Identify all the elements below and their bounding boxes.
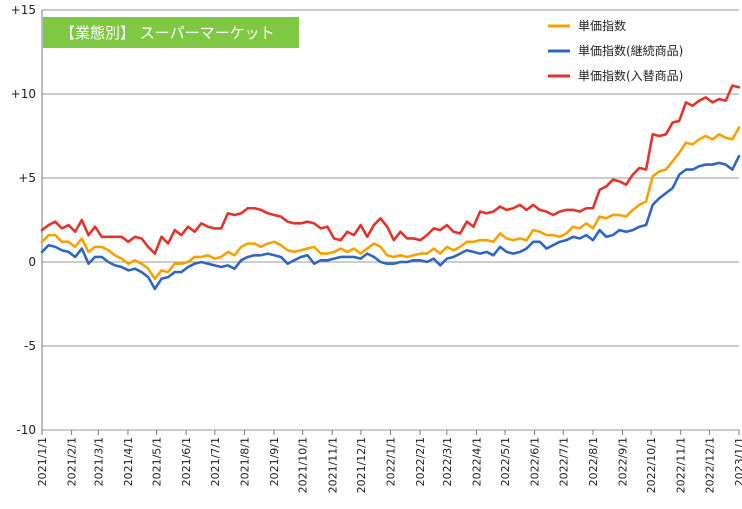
x-tick-label: 2021/8/1 xyxy=(238,437,251,486)
x-tick-label: 2021/2/1 xyxy=(66,437,79,486)
y-tick-label: +10 xyxy=(11,87,36,101)
x-tick-label: 2022/1/1 xyxy=(384,437,397,486)
x-tick-label: 2021/11/1 xyxy=(326,437,339,493)
chart-title-box xyxy=(43,17,299,48)
x-tick-label: 2021/5/1 xyxy=(151,437,164,486)
x-tick-label: 2021/9/1 xyxy=(268,437,281,486)
series-line-0 xyxy=(40,126,741,281)
x-tick-label: 2022/4/1 xyxy=(470,437,483,486)
x-tick-label: 2022/7/1 xyxy=(557,437,570,486)
legend-label-2: 単価指数(入替商品) xyxy=(578,68,683,83)
x-tick-label: 2022/8/1 xyxy=(587,437,600,486)
y-tick-label: +15 xyxy=(11,3,36,17)
x-tick-label: 2022/12/1 xyxy=(703,437,716,493)
x-tick-label: 2021/7/1 xyxy=(209,437,222,486)
chart-title: 【業態別】 スーパーマーケット xyxy=(60,24,275,42)
legend-label-0: 単価指数 xyxy=(578,18,626,33)
series-line-2 xyxy=(40,84,741,255)
x-tick-label: 2021/1/1 xyxy=(36,437,49,486)
y-tick-label: -5 xyxy=(24,339,36,353)
x-tick-label: 2021/3/1 xyxy=(92,437,105,486)
x-tick-label: 2022/6/1 xyxy=(529,437,542,486)
legend-label-1: 単価指数(継続商品) xyxy=(578,43,683,58)
x-tick-label: 2023/1/1 xyxy=(733,437,742,486)
series-layer xyxy=(40,84,741,291)
series-line-1 xyxy=(40,154,741,291)
y-tick-label: +5 xyxy=(18,171,36,185)
x-tick-label: 2022/2/1 xyxy=(414,437,427,486)
x-tick-label: 2021/10/1 xyxy=(297,437,310,493)
x-tick-label: 2021/4/1 xyxy=(122,437,135,486)
x-tick-label: 2021/6/1 xyxy=(180,437,193,486)
x-tick-label: 2021/12/1 xyxy=(355,437,368,493)
x-tick-label: 2022/5/1 xyxy=(499,437,512,486)
x-tick-label: 2022/9/1 xyxy=(617,437,630,486)
x-tick-label: 2022/3/1 xyxy=(441,437,454,486)
y-tick-label: -10 xyxy=(16,423,36,437)
y-tick-label: 0 xyxy=(28,255,36,269)
x-tick-label: 2022/10/1 xyxy=(645,437,658,493)
x-tick-label: 2022/11/1 xyxy=(675,437,688,493)
title-layer: 【業態別】 スーパーマーケット xyxy=(43,17,299,48)
